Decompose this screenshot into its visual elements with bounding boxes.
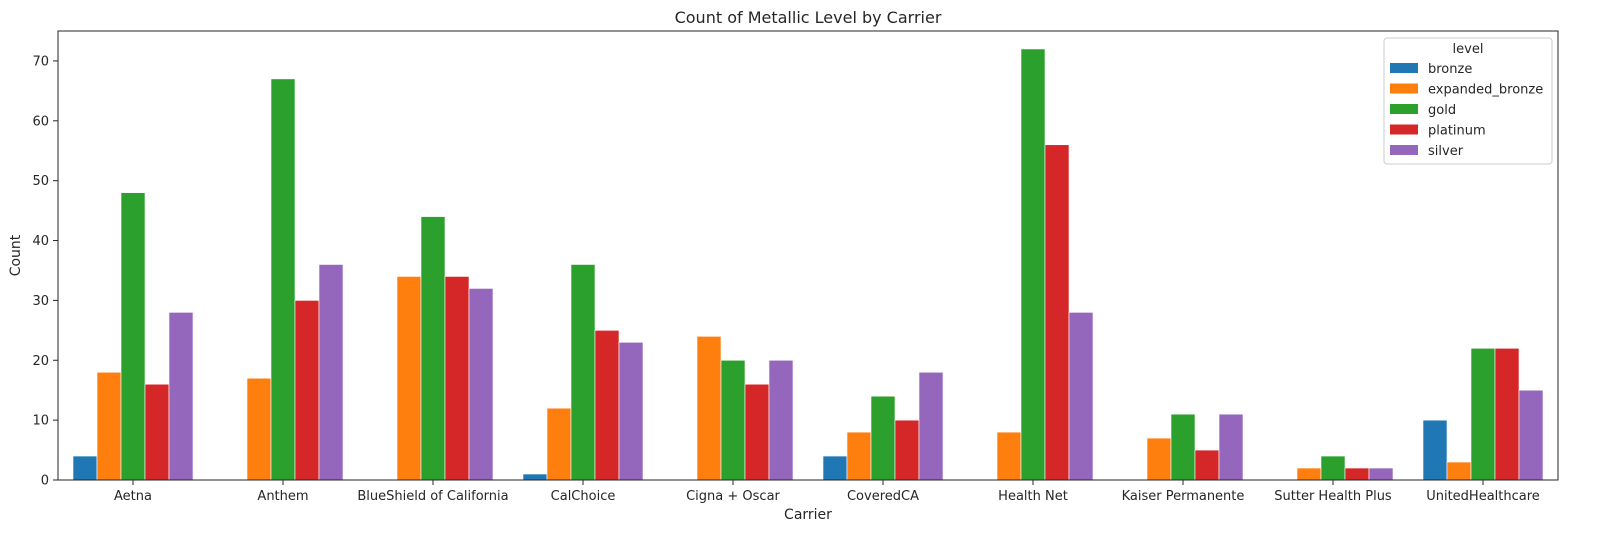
bar-gold [1470, 347, 1496, 481]
legend-box [1383, 37, 1553, 165]
bar-platinum [294, 300, 320, 481]
bar-gold [1020, 48, 1046, 481]
legend-swatch-bronze [1390, 63, 1418, 73]
bar-expanded_bronze [396, 276, 422, 481]
x-axis-title: Carrier [784, 507, 832, 523]
y-axis-title: Count [8, 234, 24, 276]
bar-expanded_bronze [96, 371, 122, 481]
y-tick-label: 70 [32, 54, 49, 69]
legend-label-expanded_bronze: expanded_bronze [1428, 83, 1543, 98]
bar-group [72, 48, 1544, 481]
x-tick-label: Aetna [114, 489, 152, 504]
y-tick-label: 50 [32, 174, 49, 189]
legend-label-gold: gold [1428, 103, 1456, 118]
bar-expanded_bronze [1446, 461, 1472, 481]
bar-silver [468, 288, 494, 481]
bar-gold [870, 395, 896, 481]
bar-silver [918, 371, 944, 481]
x-tick-label: Anthem [257, 489, 308, 504]
bar-platinum [594, 330, 620, 481]
bar-platinum [894, 419, 920, 481]
bar-expanded_bronze [996, 431, 1022, 481]
x-tick-label: CoveredCA [847, 489, 919, 504]
legend-label-bronze: bronze [1428, 62, 1472, 77]
plot-frame [57, 30, 1559, 481]
bar-gold [1170, 413, 1196, 481]
x-tick-label: Kaiser Permanente [1122, 489, 1245, 504]
legend-swatch-gold [1390, 104, 1418, 114]
x-tick-label: CalChoice [551, 489, 616, 504]
bar-platinum [144, 383, 170, 481]
bar-silver [1368, 467, 1394, 481]
bar-silver [618, 342, 644, 481]
bar-silver [768, 359, 794, 481]
bar-platinum [1494, 347, 1520, 481]
legend-title: level [1453, 42, 1484, 57]
y-tick-label: 60 [32, 114, 49, 129]
x-tick-label: Sutter Health Plus [1274, 489, 1392, 504]
bar-gold [420, 216, 446, 481]
legend-label-silver: silver [1428, 144, 1464, 159]
x-tick-label: Cigna + Oscar [686, 489, 780, 504]
bar-expanded_bronze [546, 407, 572, 481]
bar-bronze [522, 473, 548, 481]
x-tick-label: BlueShield of California [357, 489, 508, 504]
x-axis: Aetna Anthem BlueShield of California CalCh… [114, 480, 1540, 504]
bar-silver [1218, 413, 1244, 481]
bar-silver [318, 264, 344, 481]
bar-expanded_bronze [246, 377, 272, 481]
chart-title: Count of Metallic Level by Carrier [675, 8, 942, 27]
legend-swatch-expanded_bronze [1390, 83, 1418, 94]
bar-platinum [444, 276, 470, 481]
bar-gold [120, 192, 146, 481]
legend-swatch-platinum [1390, 124, 1418, 135]
x-tick-label: Health Net [998, 489, 1068, 504]
bar-silver [1518, 389, 1544, 481]
y-tick-label: 30 [32, 294, 49, 309]
bar-expanded_bronze [1296, 467, 1322, 481]
bar-silver [1068, 312, 1094, 481]
bar-platinum [744, 383, 770, 481]
bar-expanded_bronze [1146, 437, 1172, 481]
legend-swatch-silver [1390, 145, 1418, 155]
bar-gold [1320, 455, 1346, 481]
y-axis: 0 10 20 30 40 50 60 70 [32, 54, 58, 489]
y-tick-label: 0 [41, 474, 49, 489]
bar-platinum [1344, 467, 1370, 481]
bar-bronze [1422, 419, 1448, 481]
bar-platinum [1194, 449, 1220, 481]
y-tick-label: 40 [32, 234, 49, 249]
y-tick-label: 20 [32, 354, 49, 369]
bar-expanded_bronze [846, 431, 872, 481]
y-tick-label: 10 [32, 414, 49, 429]
x-tick-label: UnitedHealthcare [1426, 489, 1540, 504]
bar-bronze [72, 455, 98, 481]
bar-gold [270, 78, 296, 481]
bar-gold [570, 264, 596, 481]
bar-bronze [822, 455, 848, 481]
bar-expanded_bronze [696, 336, 722, 481]
legend-label-platinum: platinum [1428, 124, 1486, 139]
bar-platinum [1044, 144, 1070, 481]
bar-gold [720, 359, 746, 481]
bar-silver [168, 312, 194, 481]
